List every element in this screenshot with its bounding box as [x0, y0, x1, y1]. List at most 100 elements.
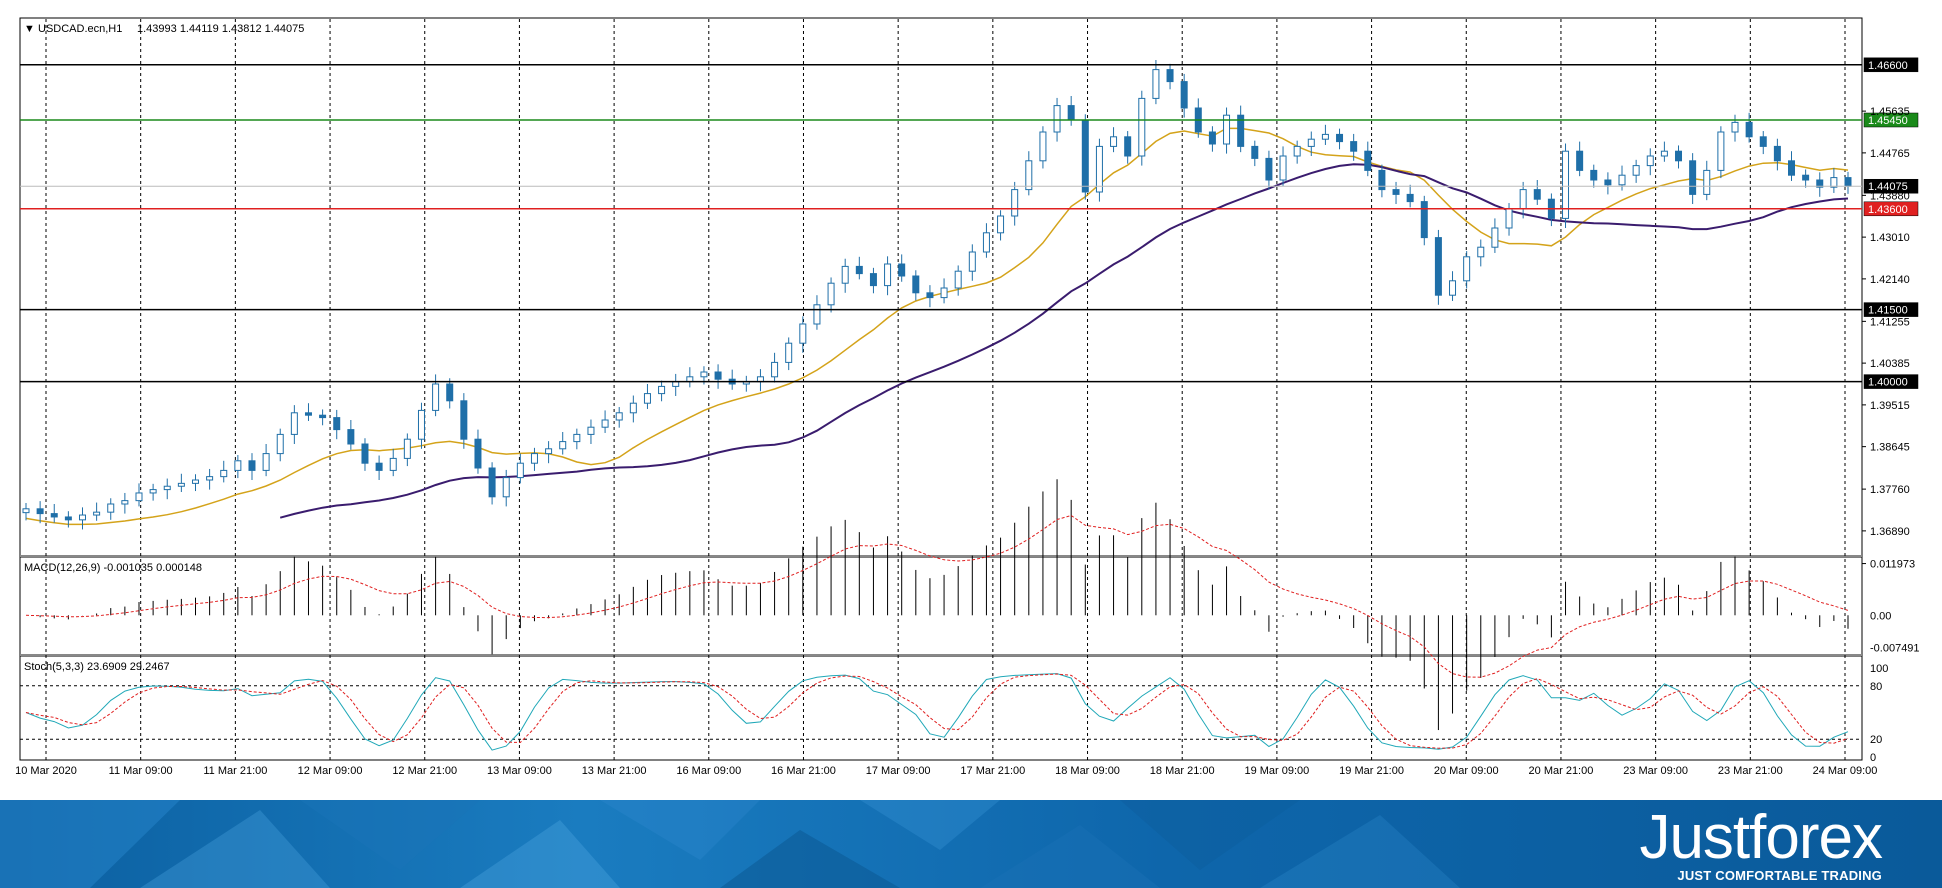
candle-body-down	[1759, 136, 1767, 147]
candle-body-up	[417, 409, 425, 440]
header-arrow-icon[interactable]: ▼	[24, 23, 35, 35]
candle-body-down	[333, 417, 341, 431]
candle-body-up	[1095, 145, 1103, 193]
candle-body-up	[1703, 169, 1711, 195]
price-level-label: 1.40000	[1868, 377, 1908, 389]
time-tick-label: 20 Mar 09:00	[1434, 765, 1499, 777]
price-tick-label: 1.39515	[1870, 400, 1910, 412]
time-tick-label: 18 Mar 09:00	[1055, 765, 1120, 777]
candle-body-up	[276, 433, 284, 455]
time-tick-label: 11 Mar 21:00	[203, 765, 267, 777]
candle-body-down	[347, 429, 355, 445]
brand-banner: Justforex JUST COMFORTABLE TRADING	[0, 800, 1942, 888]
candle-body-down	[1844, 177, 1852, 187]
candle-body-up	[530, 453, 538, 464]
candle-body-up	[1491, 227, 1499, 248]
candle-body-up	[389, 457, 397, 471]
candle-body-up	[163, 485, 171, 491]
candle-body-down	[1081, 119, 1089, 193]
candle-body-down	[1406, 193, 1414, 203]
candle-body-up	[813, 304, 821, 325]
candle-body-down	[1420, 201, 1428, 239]
price-tick-label: 1.45635	[1870, 106, 1910, 118]
time-tick-label: 11 Mar 09:00	[109, 765, 173, 777]
candle-body-up	[785, 342, 793, 363]
price-tick-label: 1.43880	[1870, 190, 1910, 202]
candle-body-down	[375, 462, 383, 471]
candle-body-up	[643, 393, 651, 404]
time-tick-label: 24 Mar 09:00	[1813, 765, 1878, 777]
candle-body-down	[1773, 145, 1781, 162]
candle-body-down	[460, 400, 468, 440]
candle-body-up	[1138, 97, 1146, 157]
candle-body-up	[1463, 256, 1471, 282]
stoch-tick-label: 0	[1870, 752, 1876, 764]
candle-body-up	[262, 453, 270, 471]
stoch-main-line	[25, 673, 1849, 751]
time-tick-label: 23 Mar 09:00	[1623, 765, 1688, 777]
candle-body-up	[502, 477, 510, 498]
time-tick-label: 13 Mar 09:00	[487, 765, 552, 777]
candle-body-up	[884, 263, 892, 287]
stoch-tick-label: 80	[1870, 681, 1882, 693]
price-tick-label: 1.42140	[1870, 274, 1910, 286]
candle-body-up	[1477, 246, 1485, 258]
candle-body-down	[488, 467, 496, 498]
candle-body-down	[1802, 174, 1810, 181]
candle-body-down	[36, 508, 44, 515]
candle-body-down	[1788, 160, 1796, 176]
candle-body-down	[855, 265, 863, 275]
candle-body-up	[1307, 138, 1315, 147]
candle-body-down	[869, 273, 877, 287]
candle-body-down	[1675, 150, 1683, 162]
candle-body-down	[1124, 136, 1132, 157]
candle-body-up	[841, 265, 849, 284]
time-tick-label: 17 Mar 09:00	[866, 765, 931, 777]
price-level-label: 1.44075	[1868, 181, 1908, 193]
candle-body-up	[516, 462, 524, 479]
price-tick-label: 1.40385	[1870, 358, 1910, 370]
candle-body-down	[1745, 121, 1753, 138]
time-tick-label: 12 Mar 09:00	[298, 765, 363, 777]
candle-body-up	[403, 438, 411, 459]
brand-logo: Justforex	[1639, 803, 1883, 872]
candle-body-down	[1166, 69, 1174, 83]
candle-body-up	[1321, 133, 1329, 140]
macd-tick-label: -0.007491	[1870, 643, 1920, 655]
candle-body-up	[1223, 114, 1231, 145]
time-tick-label: 16 Mar 09:00	[676, 765, 741, 777]
candle-body-up	[1519, 189, 1527, 210]
candle-body-up	[135, 492, 143, 502]
price-tick-label: 1.41255	[1870, 316, 1910, 328]
banner-pattern	[0, 800, 1460, 888]
candle-body-up	[432, 383, 440, 411]
candle-body-down	[1590, 169, 1598, 181]
price-level-label: 1.45450	[1868, 115, 1908, 127]
macd-label: MACD(12,26,9) -0.001035 0.000148	[24, 562, 202, 574]
candle-body-up	[771, 361, 779, 378]
price-level-tag	[1863, 178, 1919, 194]
candle-body-up	[1293, 145, 1301, 157]
candle-body-up	[827, 282, 835, 306]
candle-body-up	[1025, 160, 1033, 191]
candle-body-down	[1533, 189, 1541, 200]
candle-body-up	[968, 251, 976, 272]
price-level-label: 1.46600	[1868, 60, 1908, 72]
candle-body-up	[601, 419, 609, 428]
candle-body-up	[107, 503, 115, 513]
candle-body-down	[1816, 179, 1824, 188]
price-level-tag	[1863, 302, 1919, 317]
price-tick-label: 1.37760	[1870, 484, 1910, 496]
candle-body-up	[940, 287, 948, 299]
candle-body-down	[1208, 131, 1216, 145]
candle-body-up	[615, 412, 623, 421]
candle-body-up	[545, 448, 553, 455]
price-level-label: 1.41500	[1868, 305, 1908, 317]
candle-body-down	[1434, 237, 1442, 296]
time-tick-label: 12 Mar 21:00	[392, 765, 457, 777]
candle-body-up	[573, 433, 581, 443]
price-tick-label: 1.43010	[1870, 232, 1910, 244]
candle-body-up	[1505, 208, 1513, 229]
price-level-tag	[1863, 374, 1919, 389]
time-tick-label: 13 Mar 21:00	[582, 765, 647, 777]
